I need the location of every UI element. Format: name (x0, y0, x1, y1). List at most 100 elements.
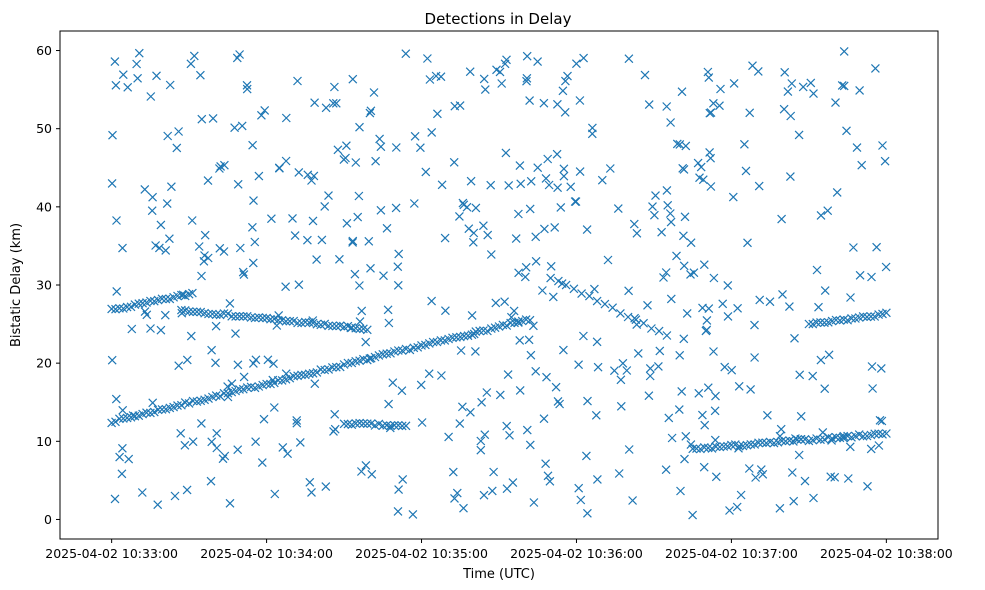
data-point (739, 139, 749, 149)
data-point (516, 179, 526, 189)
data-point (812, 318, 822, 328)
data-point (806, 78, 816, 88)
data-point (533, 163, 543, 173)
data-point (515, 385, 525, 395)
data-point (309, 171, 319, 181)
data-point (365, 108, 375, 118)
data-point (362, 325, 372, 335)
data-point (487, 486, 497, 496)
data-point (877, 416, 887, 426)
data-point (839, 431, 849, 441)
data-point (495, 67, 505, 77)
data-point (526, 176, 536, 186)
data-point (212, 443, 222, 453)
data-point (186, 59, 196, 69)
data-point (115, 452, 125, 462)
data-point (657, 227, 667, 237)
data-point (132, 59, 142, 69)
data-point (605, 164, 615, 173)
data-point (645, 363, 655, 373)
data-point (152, 71, 161, 81)
data-point (654, 326, 664, 336)
data-point (327, 321, 337, 331)
data-point (164, 234, 174, 244)
data-point (663, 200, 673, 210)
data-point (479, 326, 488, 335)
data-point (235, 311, 244, 321)
data-point (354, 281, 364, 290)
data-point (466, 176, 476, 186)
data-point (289, 371, 299, 381)
data-point (274, 310, 284, 320)
data-point (796, 411, 806, 421)
data-point (142, 310, 152, 320)
data-point (541, 173, 551, 183)
data-point (203, 176, 213, 186)
data-point (331, 321, 341, 331)
data-point (187, 288, 197, 298)
data-point (232, 53, 242, 63)
data-point (845, 442, 855, 452)
data-point (778, 289, 787, 299)
data-point (292, 418, 302, 428)
data-point (316, 365, 326, 375)
data-point (382, 223, 392, 233)
data-point (777, 214, 787, 224)
data-point (703, 383, 713, 393)
data-point (147, 206, 157, 216)
data-point (225, 498, 235, 508)
data-point (520, 272, 530, 282)
data-point (624, 286, 634, 296)
data-point (555, 399, 565, 409)
data-point (112, 216, 121, 225)
data-point (288, 213, 297, 223)
data-point (539, 224, 549, 234)
data-point (678, 163, 688, 173)
data-point (281, 282, 291, 292)
data-point (866, 444, 876, 454)
data-point (274, 163, 284, 173)
data-point (816, 317, 825, 327)
data-point (734, 443, 743, 453)
data-point (702, 325, 712, 335)
data-point (302, 235, 312, 245)
data-point (531, 256, 541, 266)
data-point (408, 509, 418, 519)
data-point (211, 310, 221, 320)
data-point (868, 384, 878, 393)
data-point (269, 378, 279, 388)
data-point (369, 88, 379, 97)
data-point (170, 491, 180, 501)
data-point (646, 324, 656, 333)
data-point (710, 406, 720, 416)
data-point (334, 254, 344, 264)
data-point (664, 413, 674, 423)
data-point (225, 298, 235, 308)
data-point (459, 200, 469, 210)
data-point (513, 209, 523, 219)
data-point (330, 409, 340, 419)
data-point (839, 81, 849, 91)
data-point (506, 312, 516, 322)
data-point (285, 316, 295, 326)
data-point (501, 148, 511, 158)
data-point (142, 408, 151, 418)
data-point (457, 402, 467, 412)
data-point (151, 241, 161, 250)
data-point (421, 167, 431, 177)
data-point (794, 450, 804, 460)
data-point (480, 85, 490, 95)
data-point (219, 247, 229, 256)
data-point (628, 496, 638, 505)
data-point (734, 441, 744, 451)
data-point (219, 309, 229, 318)
data-point (254, 171, 264, 181)
data-point (847, 313, 856, 323)
data-point (839, 46, 849, 56)
data-point (327, 362, 337, 372)
data-point (272, 321, 282, 330)
data-point (545, 476, 555, 486)
data-point (880, 156, 890, 166)
data-point (736, 490, 746, 500)
data-point (207, 437, 217, 447)
